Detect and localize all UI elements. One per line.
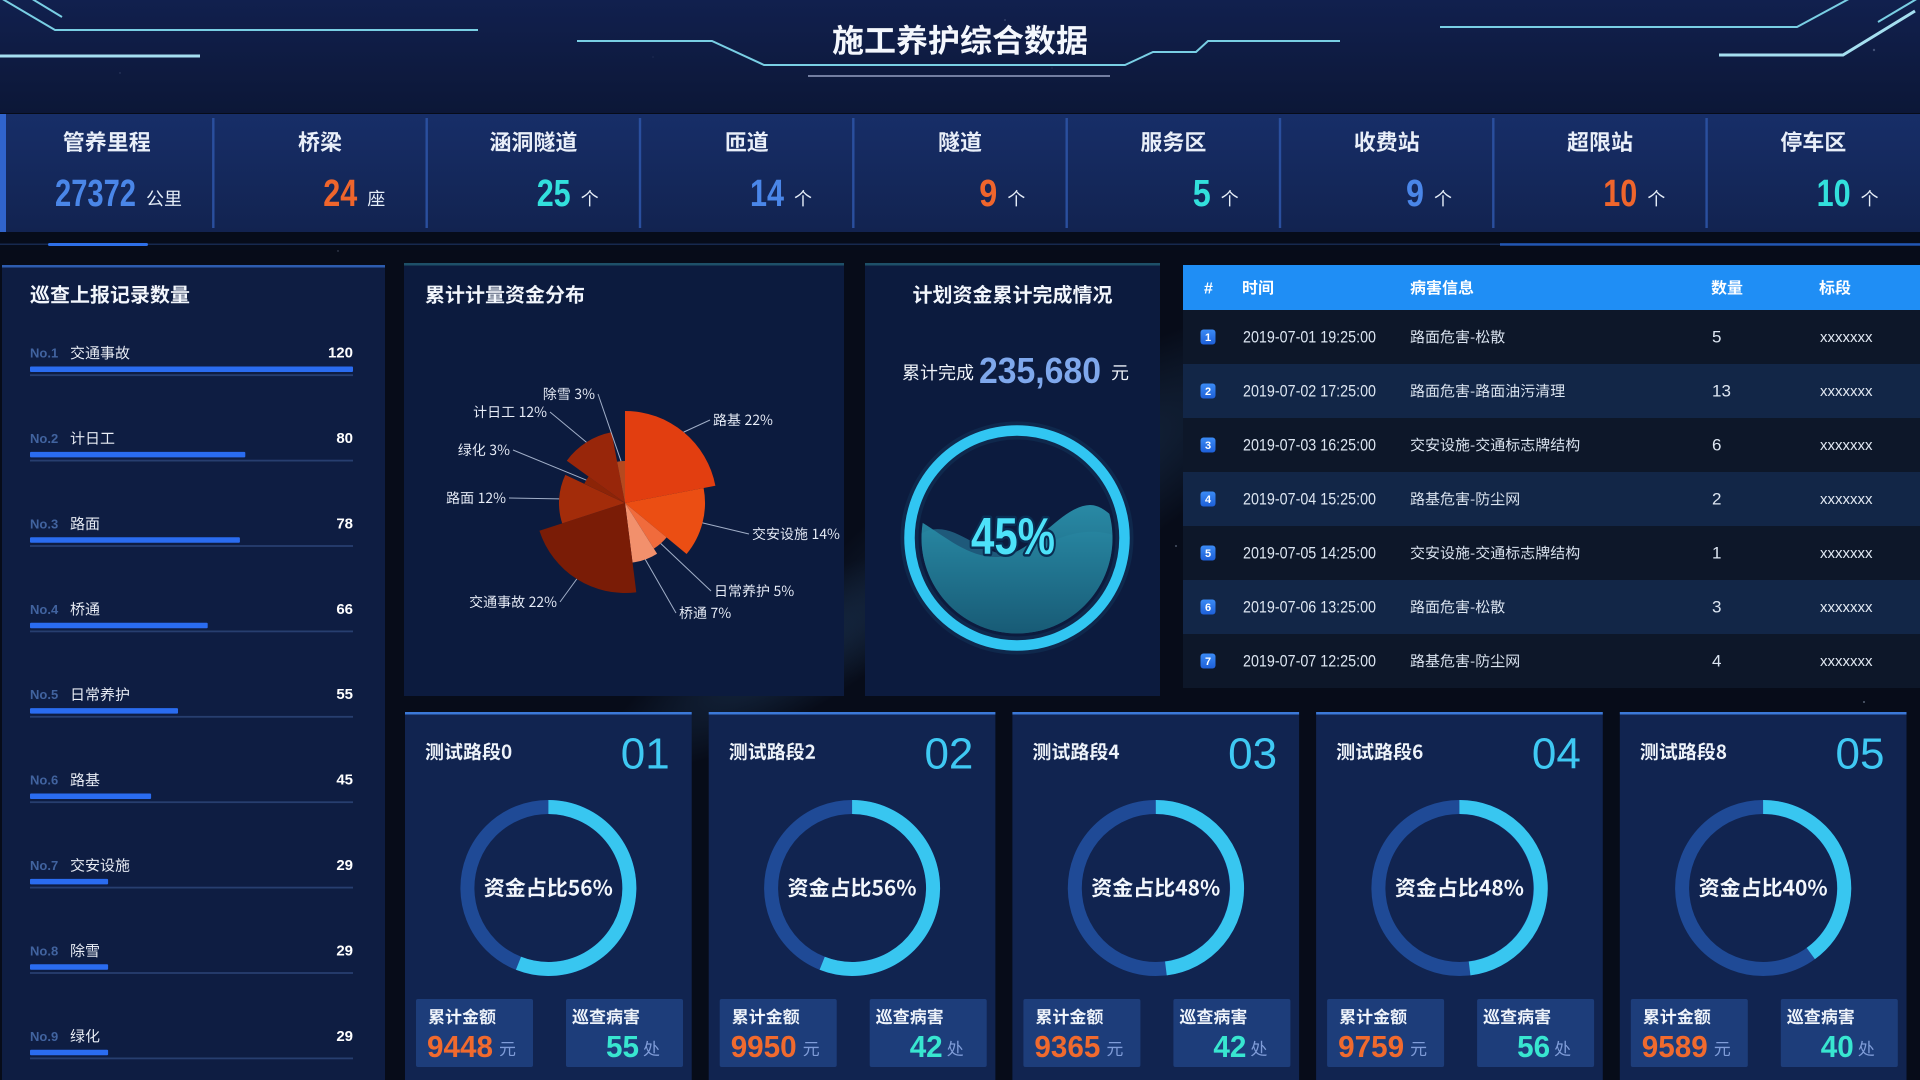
svg-text:24: 24 — [323, 173, 357, 215]
svg-text:5: 5 — [1193, 173, 1211, 215]
svg-text:29: 29 — [336, 942, 353, 959]
svg-text:2: 2 — [1712, 490, 1721, 509]
svg-text:xxxxxxx: xxxxxxx — [1820, 545, 1873, 562]
svg-text:6: 6 — [1712, 436, 1721, 455]
svg-text:2019-07-04 15:25:00: 2019-07-04 15:25:00 — [1243, 490, 1376, 509]
svg-text:No.3: No.3 — [30, 516, 58, 531]
svg-text:1: 1 — [1712, 544, 1721, 563]
svg-text:9: 9 — [1406, 173, 1424, 215]
svg-text:120: 120 — [328, 345, 353, 362]
svg-text:9759: 9759 — [1338, 1029, 1404, 1064]
svg-text:No.2: No.2 — [30, 431, 58, 446]
svg-text:45: 45 — [336, 772, 353, 789]
svg-text:2019-07-06 13:25:00: 2019-07-06 13:25:00 — [1243, 598, 1376, 617]
svg-text:6: 6 — [1205, 602, 1211, 614]
svg-text:27372: 27372 — [55, 173, 136, 215]
svg-text:2019-07-01 19:25:00: 2019-07-01 19:25:00 — [1243, 328, 1376, 347]
svg-text:55: 55 — [606, 1029, 639, 1064]
svg-text:2019-07-05 14:25:00: 2019-07-05 14:25:00 — [1243, 544, 1376, 563]
svg-text:29: 29 — [336, 857, 353, 874]
svg-text:5: 5 — [1712, 328, 1721, 347]
svg-text:10: 10 — [1603, 173, 1637, 215]
svg-text:235,680: 235,680 — [979, 350, 1101, 391]
svg-text:80: 80 — [336, 430, 353, 447]
svg-text:42: 42 — [1213, 1029, 1246, 1064]
svg-text:56: 56 — [1517, 1029, 1550, 1064]
svg-text:66: 66 — [336, 601, 353, 618]
svg-text:2: 2 — [1205, 386, 1211, 398]
svg-text:2019-07-03 16:25:00: 2019-07-03 16:25:00 — [1243, 436, 1376, 455]
svg-text:04: 04 — [1532, 729, 1581, 778]
svg-text:xxxxxxx: xxxxxxx — [1820, 383, 1873, 400]
svg-text:29: 29 — [336, 1028, 353, 1045]
svg-text:4: 4 — [1712, 652, 1721, 671]
svg-text:No.5: No.5 — [30, 687, 58, 702]
svg-text:xxxxxxx: xxxxxxx — [1820, 491, 1873, 508]
svg-text:#: # — [1204, 281, 1213, 298]
svg-text:9: 9 — [979, 173, 997, 215]
svg-text:02: 02 — [924, 729, 973, 778]
svg-text:9950: 9950 — [731, 1029, 797, 1064]
svg-text:4: 4 — [1205, 494, 1212, 506]
svg-text:2019-07-02 17:25:00: 2019-07-02 17:25:00 — [1243, 382, 1376, 401]
svg-text:xxxxxxx: xxxxxxx — [1820, 653, 1873, 670]
svg-text:25: 25 — [537, 173, 571, 215]
svg-text:3: 3 — [1712, 598, 1721, 617]
svg-text:45%: 45% — [971, 508, 1055, 566]
svg-text:No.8: No.8 — [30, 943, 58, 958]
svg-text:9365: 9365 — [1034, 1029, 1100, 1064]
svg-text:5: 5 — [1205, 548, 1211, 560]
svg-text:No.6: No.6 — [30, 773, 58, 788]
svg-text:55: 55 — [336, 686, 353, 703]
svg-text:01: 01 — [621, 729, 670, 778]
svg-text:No.9: No.9 — [30, 1029, 58, 1044]
svg-text:xxxxxxx: xxxxxxx — [1820, 599, 1873, 616]
svg-text:42: 42 — [910, 1029, 943, 1064]
svg-text:9448: 9448 — [427, 1029, 493, 1064]
svg-text:05: 05 — [1836, 729, 1885, 778]
svg-text:14: 14 — [750, 173, 784, 215]
svg-text:13: 13 — [1712, 382, 1731, 401]
svg-text:xxxxxxx: xxxxxxx — [1820, 437, 1873, 454]
svg-text:2019-07-07 12:25:00: 2019-07-07 12:25:00 — [1243, 652, 1376, 671]
svg-text:7: 7 — [1205, 656, 1211, 668]
svg-text:No.4: No.4 — [30, 602, 59, 617]
svg-text:No.1: No.1 — [30, 346, 58, 361]
svg-text:No.7: No.7 — [30, 858, 58, 873]
svg-text:3: 3 — [1205, 440, 1211, 452]
svg-text:10: 10 — [1817, 173, 1851, 215]
svg-text:xxxxxxx: xxxxxxx — [1820, 329, 1873, 346]
svg-text:03: 03 — [1228, 729, 1277, 778]
svg-text:1: 1 — [1205, 332, 1211, 344]
svg-text:9589: 9589 — [1642, 1029, 1708, 1064]
svg-text:40: 40 — [1821, 1029, 1854, 1064]
svg-text:78: 78 — [336, 515, 353, 532]
